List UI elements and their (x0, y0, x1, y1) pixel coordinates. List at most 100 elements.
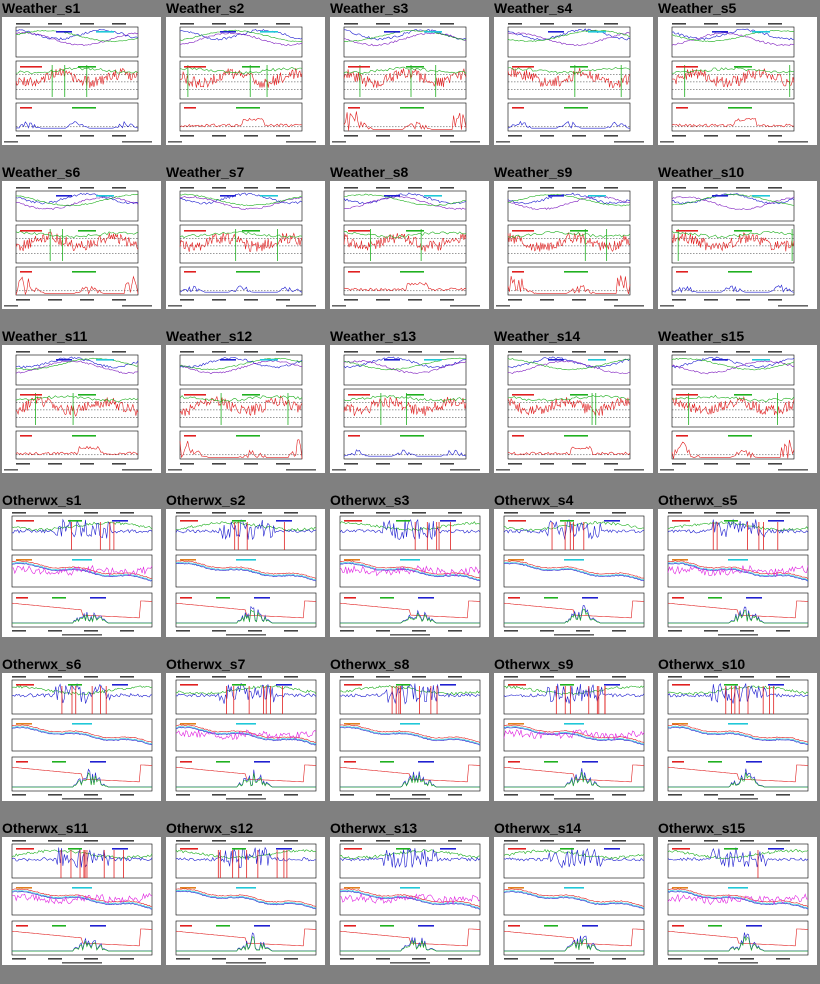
thumbnail-cell[interactable]: Weather_s3 (328, 0, 492, 164)
thumbnail-title[interactable]: Weather_s11 (2, 328, 88, 344)
axis-label (376, 135, 390, 137)
thumbnail-chart[interactable] (658, 17, 817, 145)
thumbnail-cell[interactable]: Otherwx_s8 (328, 656, 492, 820)
thumbnail-title[interactable]: Weather_s2 (166, 0, 245, 16)
series-magenta (667, 893, 809, 906)
thumbnail-cell[interactable]: Weather_s9 (492, 164, 656, 328)
thumbnail-title[interactable]: Weather_s14 (494, 328, 581, 344)
thumbnail-chart[interactable] (330, 509, 489, 637)
thumbnail-chart[interactable] (166, 673, 325, 801)
axis-label (704, 958, 718, 960)
thumbnail-chart[interactable] (2, 673, 161, 801)
series-magenta (11, 892, 153, 905)
thumbnail-chart[interactable] (330, 17, 489, 145)
thumbnail-cell[interactable]: Weather_s2 (164, 0, 328, 164)
thumbnail-chart[interactable] (658, 181, 817, 309)
thumbnail-title[interactable]: Otherwx_s6 (2, 656, 82, 672)
thumbnail-cell[interactable]: Otherwx_s6 (0, 656, 164, 820)
thumbnail-chart[interactable] (2, 509, 161, 637)
series-precip (343, 111, 467, 131)
thumbnail-cell[interactable]: Otherwx_s1 (0, 492, 164, 656)
thumbnail-title[interactable]: Otherwx_s14 (494, 820, 582, 836)
thumbnail-cell[interactable]: Otherwx_s15 (656, 820, 820, 984)
thumbnail-title[interactable]: Weather_s12 (166, 328, 253, 344)
thumbnail-chart[interactable] (494, 509, 653, 637)
thumbnail-title[interactable]: Weather_s3 (330, 0, 409, 16)
axis-label (176, 958, 190, 960)
thumbnail-cell[interactable]: Otherwx_s2 (164, 492, 328, 656)
thumbnail-chart[interactable] (166, 17, 325, 145)
thumbnail-cell[interactable]: Weather_s12 (164, 328, 328, 492)
thumbnail-chart[interactable] (494, 17, 653, 145)
panel-temperature-wind (507, 388, 631, 428)
thumbnail-chart[interactable] (494, 181, 653, 309)
thumbnail-cell[interactable]: Weather_s11 (0, 328, 164, 492)
axis-label (408, 463, 422, 465)
thumbnail-chart[interactable] (658, 345, 817, 473)
thumbnail-chart[interactable] (494, 673, 653, 801)
thumbnail-chart[interactable] (330, 673, 489, 801)
thumbnail-cell[interactable]: Otherwx_s10 (656, 656, 820, 820)
thumbnail-cell[interactable]: Weather_s10 (656, 164, 820, 328)
thumbnail-cell[interactable]: Weather_s15 (656, 328, 820, 492)
thumbnail-title[interactable]: Weather_s4 (494, 0, 573, 16)
thumbnail-title[interactable]: Otherwx_s2 (166, 492, 246, 508)
thumbnail-title[interactable]: Otherwx_s15 (658, 820, 746, 836)
thumbnail-chart[interactable] (2, 181, 161, 309)
thumbnail-chart[interactable] (166, 345, 325, 473)
thumbnail-title[interactable]: Weather_s5 (658, 0, 737, 16)
footer-label (332, 305, 346, 307)
thumbnail-cell[interactable]: Weather_s14 (492, 328, 656, 492)
thumbnail-title[interactable]: Weather_s13 (330, 328, 417, 344)
thumbnail-title[interactable]: Weather_s15 (658, 328, 745, 344)
thumbnail-cell[interactable]: Otherwx_s7 (164, 656, 328, 820)
thumbnail-chart[interactable] (658, 509, 817, 637)
thumbnail-title[interactable]: Otherwx_s11 (2, 820, 89, 836)
thumbnail-cell[interactable]: Weather_s5 (656, 0, 820, 164)
thumbnail-chart[interactable] (658, 837, 817, 965)
thumbnail-cell[interactable]: Weather_s7 (164, 164, 328, 328)
thumbnail-cell[interactable]: Otherwx_s3 (328, 492, 492, 656)
thumbnail-title[interactable]: Weather_s1 (2, 0, 81, 16)
thumbnail-cell[interactable]: Weather_s1 (0, 0, 164, 164)
thumbnail-title[interactable]: Otherwx_s9 (494, 656, 574, 672)
thumbnail-cell[interactable]: Otherwx_s11 (0, 820, 164, 984)
thumbnail-cell[interactable]: Otherwx_s5 (656, 492, 820, 656)
thumbnail-chart[interactable] (166, 837, 325, 965)
thumbnail-cell[interactable]: Weather_s6 (0, 164, 164, 328)
thumbnail-chart[interactable] (494, 837, 653, 965)
thumbnail-chart[interactable] (166, 181, 325, 309)
thumbnail-title[interactable]: Otherwx_s12 (166, 820, 254, 836)
thumbnail-chart[interactable] (2, 837, 161, 965)
thumbnail-cell[interactable]: Weather_s8 (328, 164, 492, 328)
thumbnail-title[interactable]: Otherwx_s3 (330, 492, 410, 508)
thumbnail-chart[interactable] (658, 673, 817, 801)
thumbnail-cell[interactable]: Otherwx_s14 (492, 820, 656, 984)
thumbnail-title[interactable]: Otherwx_s4 (494, 492, 574, 508)
thumbnail-title[interactable]: Weather_s9 (494, 164, 573, 180)
thumbnail-chart[interactable] (166, 509, 325, 637)
thumbnail-title[interactable]: Weather_s10 (658, 164, 745, 180)
chart-svg (175, 512, 317, 636)
thumbnail-cell[interactable]: Otherwx_s4 (492, 492, 656, 656)
thumbnail-cell[interactable]: Otherwx_s12 (164, 820, 328, 984)
thumbnail-title[interactable]: Otherwx_s13 (330, 820, 418, 836)
thumbnail-title[interactable]: Otherwx_s1 (2, 492, 82, 508)
thumbnail-title[interactable]: Otherwx_s8 (330, 656, 410, 672)
thumbnail-chart[interactable] (2, 345, 161, 473)
thumbnail-chart[interactable] (330, 345, 489, 473)
thumbnail-cell[interactable]: Weather_s4 (492, 0, 656, 164)
thumbnail-title[interactable]: Weather_s7 (166, 164, 245, 180)
thumbnail-chart[interactable] (494, 345, 653, 473)
thumbnail-title[interactable]: Weather_s8 (330, 164, 409, 180)
thumbnail-cell[interactable]: Otherwx_s13 (328, 820, 492, 984)
thumbnail-title[interactable]: Otherwx_s5 (658, 492, 738, 508)
thumbnail-cell[interactable]: Otherwx_s9 (492, 656, 656, 820)
thumbnail-title[interactable]: Otherwx_s7 (166, 656, 246, 672)
thumbnail-cell[interactable]: Weather_s13 (328, 328, 492, 492)
thumbnail-title[interactable]: Weather_s6 (2, 164, 81, 180)
thumbnail-chart[interactable] (330, 837, 489, 965)
thumbnail-chart[interactable] (2, 17, 161, 145)
thumbnail-title[interactable]: Otherwx_s10 (658, 656, 746, 672)
thumbnail-chart[interactable] (330, 181, 489, 309)
